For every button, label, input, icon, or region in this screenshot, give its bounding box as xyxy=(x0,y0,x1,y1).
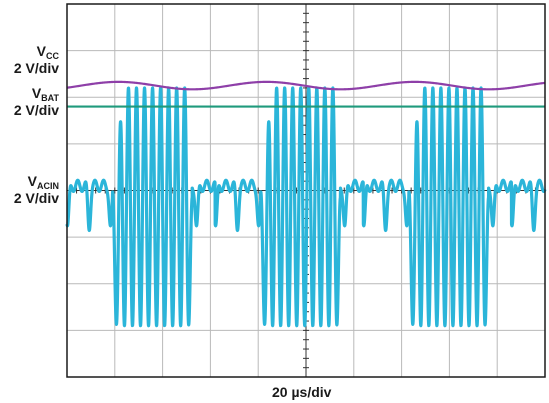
vacin-label: VACIN 2 V/div xyxy=(14,174,59,206)
vbat-label: VBAT 2 V/div xyxy=(14,86,59,118)
vbat-name: VBAT xyxy=(31,85,59,104)
vbat-scale: 2 V/div xyxy=(13,102,59,118)
vacin-name: VACIN xyxy=(27,173,59,192)
vcc-scale: 2 V/div xyxy=(13,60,59,76)
traces xyxy=(65,80,547,328)
x-axis-label: 20 µs/div xyxy=(272,384,332,400)
vacin-trace xyxy=(65,86,547,328)
vcc-label: VCC 2 V/div xyxy=(14,44,59,76)
vcc-name: VCC xyxy=(36,43,59,62)
plot-frame xyxy=(66,3,546,378)
vcc-trace xyxy=(66,80,546,91)
vacin-scale: 2 V/div xyxy=(13,190,59,206)
